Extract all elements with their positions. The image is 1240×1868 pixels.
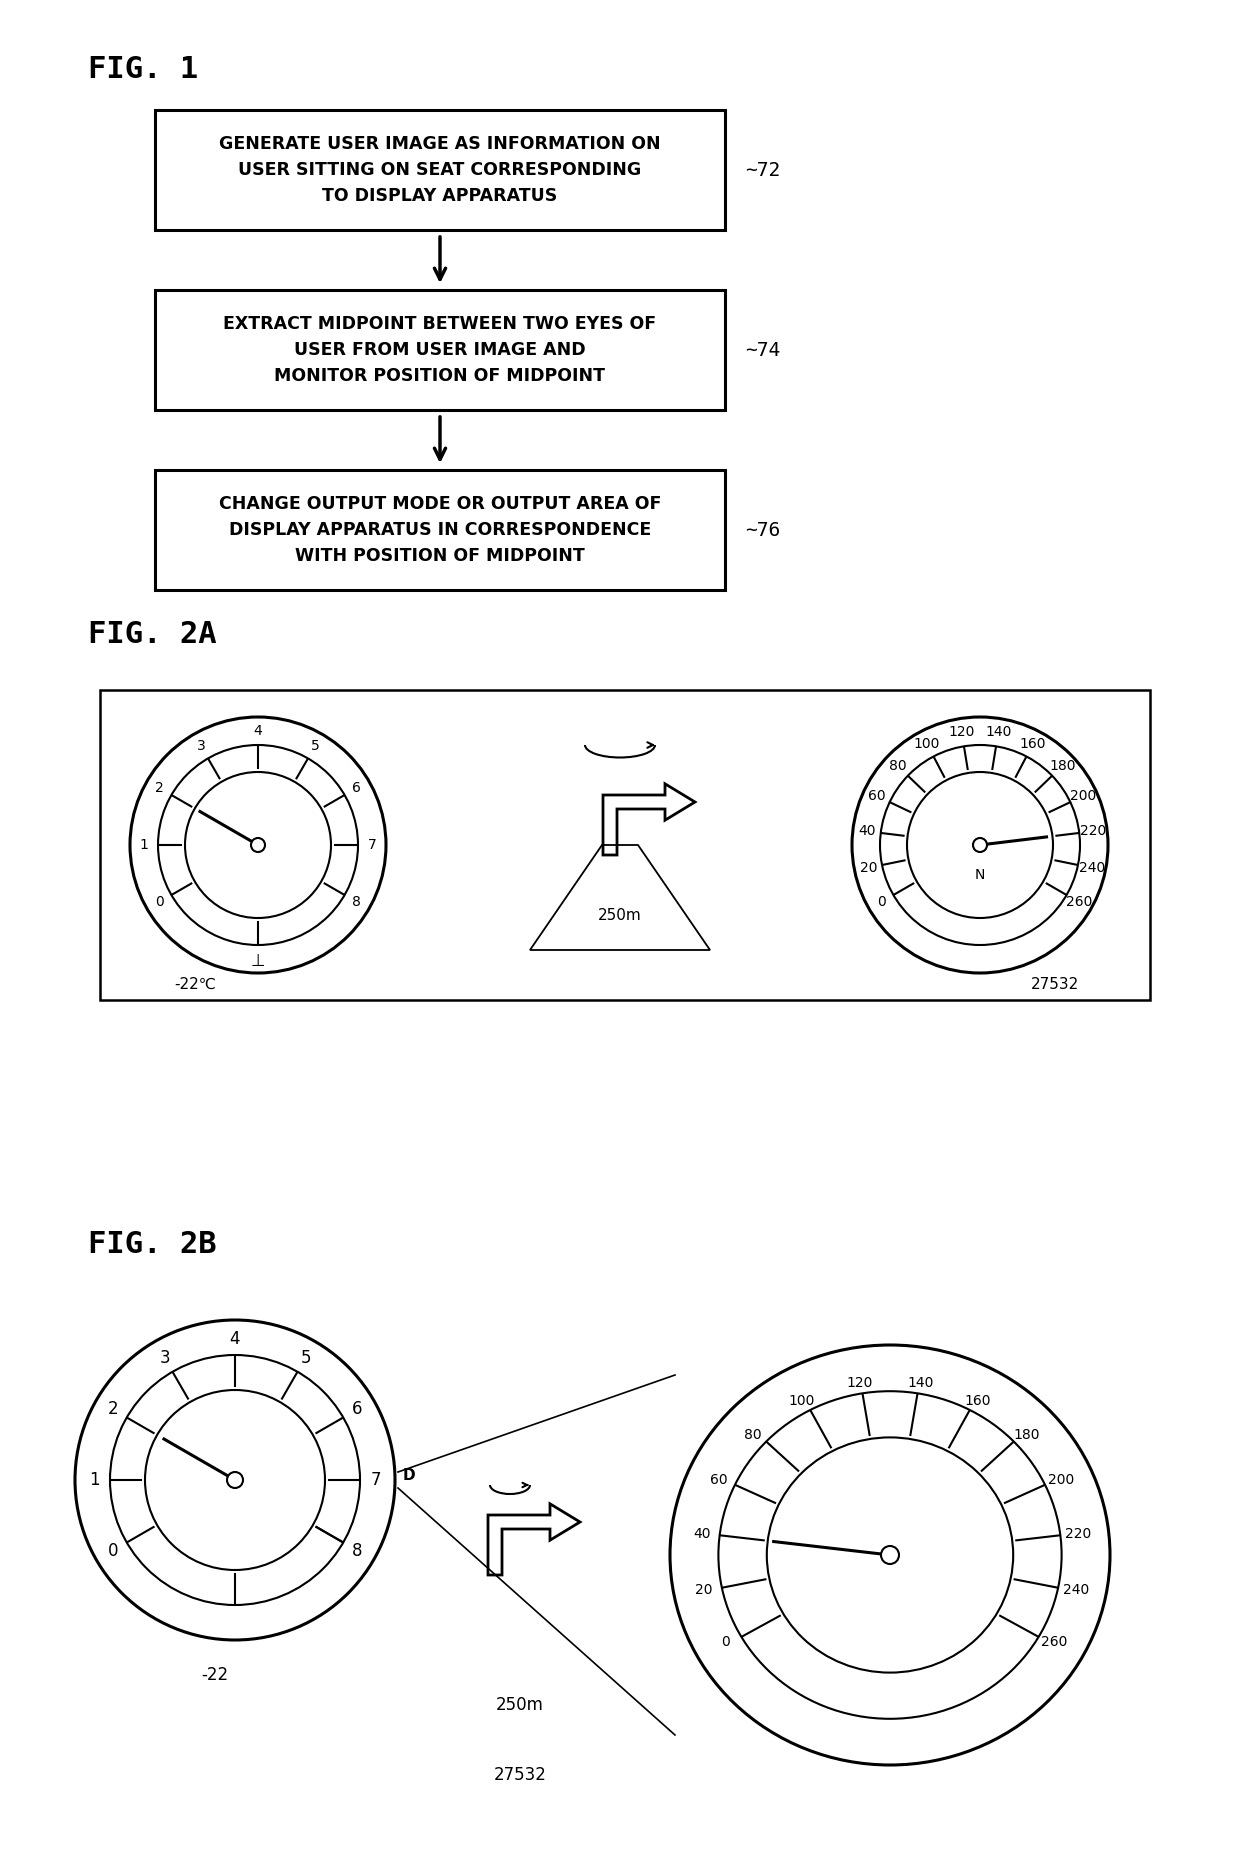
Ellipse shape — [670, 1345, 1110, 1765]
Text: 20: 20 — [696, 1582, 713, 1597]
Circle shape — [227, 1472, 243, 1489]
Text: 5: 5 — [300, 1349, 311, 1367]
Text: CHANGE OUTPUT MODE OR OUTPUT AREA OF
DISPLAY APPARATUS IN CORRESPONDENCE
WITH PO: CHANGE OUTPUT MODE OR OUTPUT AREA OF DIS… — [218, 495, 661, 566]
Text: 0: 0 — [722, 1634, 730, 1649]
Text: 140: 140 — [985, 725, 1012, 740]
Text: 260: 260 — [1065, 895, 1092, 910]
Text: 4: 4 — [254, 725, 263, 738]
Text: 200: 200 — [1070, 788, 1096, 803]
Text: 0: 0 — [155, 895, 164, 910]
Circle shape — [880, 1547, 899, 1564]
Text: 6: 6 — [352, 1401, 362, 1418]
Text: 140: 140 — [908, 1377, 934, 1390]
Text: 3: 3 — [159, 1349, 170, 1367]
Text: 60: 60 — [709, 1474, 728, 1487]
Text: FIG. 1: FIG. 1 — [88, 54, 198, 84]
Circle shape — [130, 717, 386, 973]
Text: 120: 120 — [847, 1377, 873, 1390]
Text: 200: 200 — [1048, 1474, 1074, 1487]
Text: 260: 260 — [1042, 1634, 1068, 1649]
Text: 0: 0 — [108, 1541, 118, 1560]
Text: ⊥: ⊥ — [250, 953, 265, 969]
Text: 160: 160 — [965, 1394, 991, 1408]
Text: 240: 240 — [1079, 861, 1105, 874]
Text: 8: 8 — [352, 895, 361, 910]
Text: 1: 1 — [89, 1470, 99, 1489]
Circle shape — [973, 839, 987, 852]
Circle shape — [250, 839, 265, 852]
Text: 250m: 250m — [598, 908, 642, 923]
FancyBboxPatch shape — [155, 471, 725, 590]
Text: 120: 120 — [949, 725, 975, 740]
Circle shape — [852, 717, 1109, 973]
Text: 20: 20 — [859, 861, 877, 874]
Text: 80: 80 — [889, 758, 906, 773]
Text: 2: 2 — [155, 781, 164, 796]
Text: 220: 220 — [1080, 824, 1106, 839]
Text: 240: 240 — [1063, 1582, 1089, 1597]
Text: 100: 100 — [789, 1394, 815, 1408]
Text: 7: 7 — [367, 839, 377, 852]
Text: D: D — [403, 1468, 415, 1483]
Text: FIG. 2B: FIG. 2B — [88, 1229, 217, 1259]
Text: -22℃: -22℃ — [174, 977, 216, 992]
Text: ~74: ~74 — [745, 340, 780, 359]
Text: N: N — [975, 869, 986, 882]
Text: 3: 3 — [197, 740, 206, 753]
Text: 40: 40 — [858, 824, 875, 839]
FancyBboxPatch shape — [155, 290, 725, 409]
Text: 180: 180 — [1049, 758, 1075, 773]
Text: 8: 8 — [352, 1541, 362, 1560]
Text: 40: 40 — [693, 1526, 711, 1541]
Text: EXTRACT MIDPOINT BETWEEN TWO EYES OF
USER FROM USER IMAGE AND
MONITOR POSITION O: EXTRACT MIDPOINT BETWEEN TWO EYES OF USE… — [223, 314, 656, 385]
Text: ~76: ~76 — [745, 521, 780, 540]
Text: 180: 180 — [1013, 1427, 1040, 1442]
Text: 160: 160 — [1019, 738, 1047, 751]
Text: 4: 4 — [229, 1330, 241, 1349]
Text: GENERATE USER IMAGE AS INFORMATION ON
USER SITTING ON SEAT CORRESPONDING
TO DISP: GENERATE USER IMAGE AS INFORMATION ON US… — [219, 134, 661, 205]
Text: 1: 1 — [140, 839, 149, 852]
Text: -22: -22 — [201, 1666, 228, 1683]
Text: 0: 0 — [877, 895, 885, 910]
Text: 220: 220 — [1065, 1526, 1091, 1541]
Text: 250m: 250m — [496, 1696, 544, 1715]
Text: 27532: 27532 — [494, 1765, 547, 1784]
Text: 5: 5 — [311, 740, 320, 753]
Text: 60: 60 — [868, 788, 885, 803]
Text: 6: 6 — [352, 781, 361, 796]
Text: 27532: 27532 — [1030, 977, 1079, 992]
FancyBboxPatch shape — [155, 110, 725, 230]
Text: ~72: ~72 — [745, 161, 780, 179]
Text: 7: 7 — [371, 1470, 381, 1489]
Text: 100: 100 — [914, 738, 940, 751]
Bar — [100, 689, 1149, 999]
Text: FIG. 2A: FIG. 2A — [88, 620, 217, 648]
Circle shape — [74, 1321, 396, 1640]
Text: 2: 2 — [108, 1401, 118, 1418]
Text: 80: 80 — [744, 1427, 763, 1442]
